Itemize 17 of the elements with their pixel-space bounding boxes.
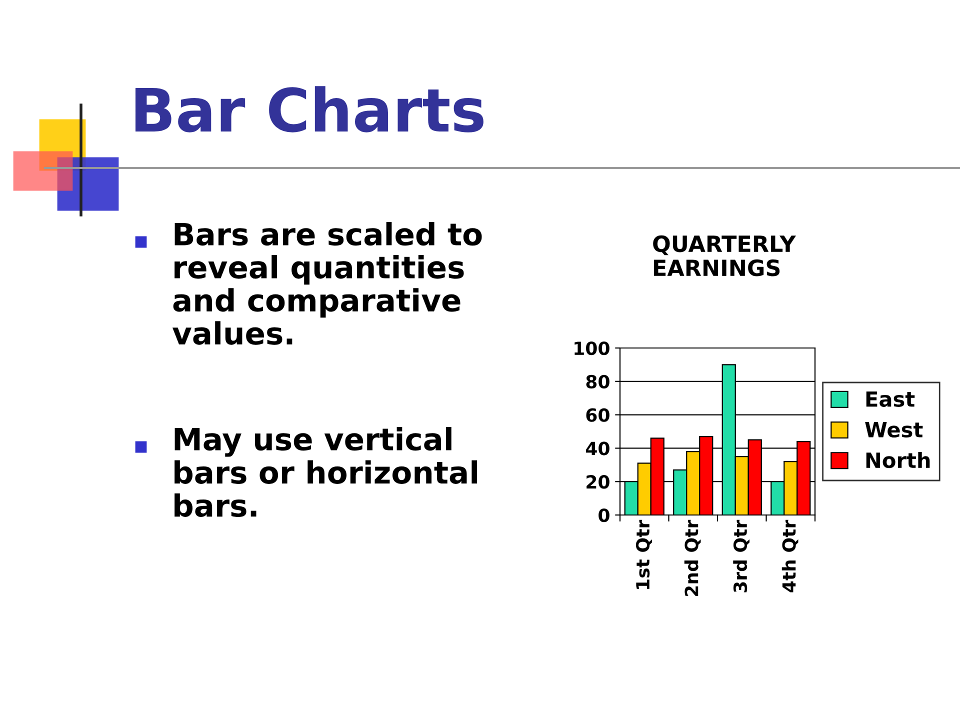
legend-label: North — [866, 452, 930, 468]
legend-label: East — [866, 391, 915, 407]
x-tick-label: 4th Qtr — [782, 520, 798, 592]
y-tick-label: 100 — [574, 341, 610, 356]
x-tick-label: 2nd Qtr — [684, 520, 701, 596]
text: Bars are scaled to reveal quantities and comparative values. — [172, 222, 482, 345]
y-tick-label: 40 — [586, 442, 610, 456]
y-tick-label: 20 — [586, 475, 610, 489]
x-tick-label: 3rd Qtr — [733, 520, 750, 592]
text: Bar Charts — [135, 86, 484, 132]
text: May use vertical bars or horizontal bars. — [174, 427, 478, 517]
y-tick-label: 60 — [586, 408, 610, 422]
chart-title: QUARTERLY EARNINGS — [653, 235, 796, 276]
legend-label: West — [865, 422, 923, 438]
x-tick-label: 1st Qtr — [636, 520, 652, 589]
y-tick-label: 0 — [598, 508, 610, 522]
y-tick-label: 80 — [586, 374, 610, 389]
